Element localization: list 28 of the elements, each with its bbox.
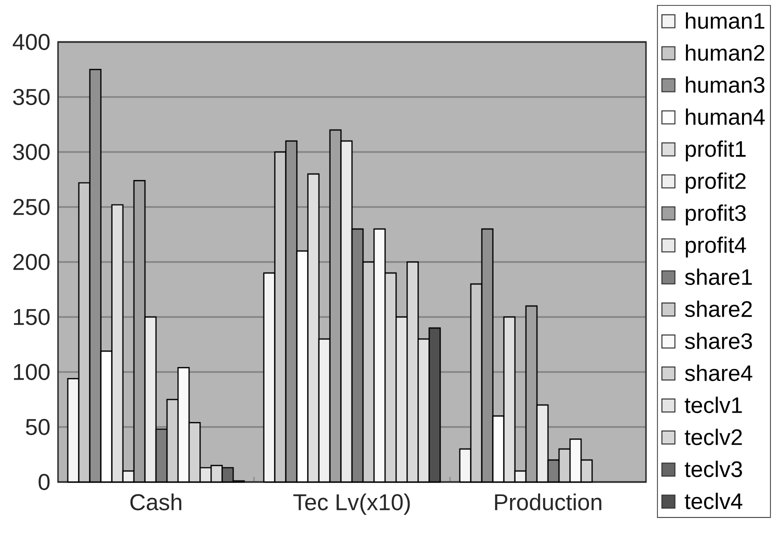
legend-label: share4 (685, 364, 752, 382)
legend-label: human1 (686, 12, 764, 29)
y-tick-label: 250 (13, 198, 50, 216)
legend-label: share2 (685, 300, 752, 318)
legend-label: teclv4 (684, 492, 742, 510)
y-tick-label: 350 (13, 88, 50, 106)
legend-label: teclv3 (684, 460, 742, 478)
y-tick-label: 100 (14, 364, 50, 380)
y-tick-label: 0 (38, 474, 50, 490)
y-tick-label: 200 (13, 254, 50, 270)
legend-label: profit4 (686, 236, 746, 258)
x-tick-label: Cash (130, 494, 182, 510)
x-tick-label: Production (495, 494, 602, 510)
legend-label: human2 (686, 44, 764, 61)
legend-label: teclv2 (684, 428, 742, 446)
legend-label: share1 (685, 268, 752, 286)
y-tick-label: 50 (26, 418, 50, 436)
legend-label: human4 (686, 108, 765, 125)
y-tick-label: 400 (12, 34, 50, 50)
legend-label: profit2 (686, 172, 746, 194)
legend-label: human3 (686, 76, 764, 93)
legend-label: share3 (685, 332, 752, 350)
legend-label: profit3 (686, 204, 746, 226)
legend-label: profit1 (686, 140, 746, 162)
legend-label: teclv1 (684, 396, 742, 414)
x-tick-label: Tec Lv(x10) (293, 494, 410, 515)
y-tick-label: 300 (13, 144, 50, 160)
y-tick-label: 150 (14, 308, 50, 326)
